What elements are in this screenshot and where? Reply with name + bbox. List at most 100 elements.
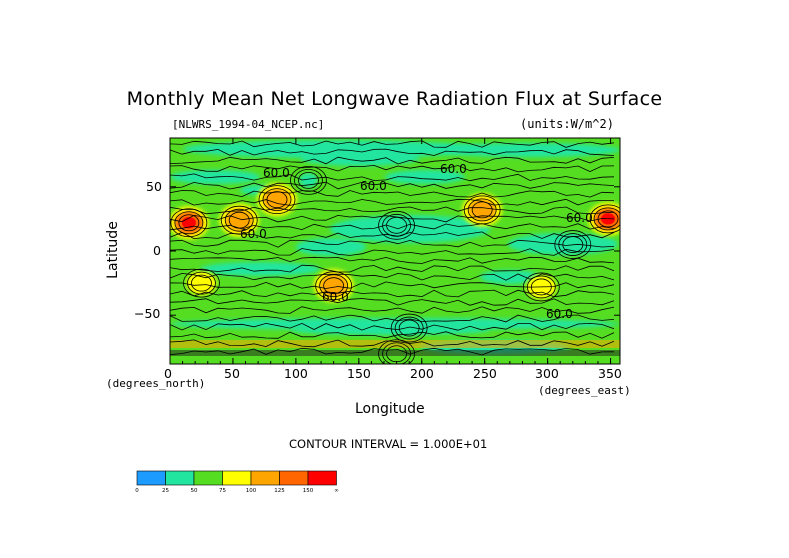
contour-ring (390, 313, 428, 343)
colorbar-label: 100 (246, 488, 257, 494)
colorbar-swatch (279, 470, 309, 486)
contour-ring (323, 277, 345, 295)
dataset-label: [NLWRS_1994-04_NCEP.nc] (172, 118, 325, 131)
contour-labels: 60.0 60.0 60.0 60.0 60.0 60.0 60.0 (240, 162, 593, 321)
contour-ring (258, 185, 296, 215)
contour-ring (467, 198, 497, 222)
axis-ticks (169, 138, 620, 364)
x-tick-label: 0 (164, 366, 172, 381)
contour-line (170, 264, 615, 273)
contour-line (170, 298, 615, 306)
contour-line (170, 272, 615, 281)
contour-ring (558, 233, 588, 256)
contour-label: 60.0 (360, 179, 387, 193)
contour-line (170, 248, 615, 256)
x-units-label: (degrees_east) (538, 384, 631, 397)
colorbar-label: 125 (274, 488, 285, 494)
contour-ring (290, 165, 327, 195)
low-flux-band (200, 262, 320, 276)
x-tick-label: 100 (284, 366, 308, 381)
colorbar-swatch (222, 470, 252, 486)
x-tick-label: 150 (347, 366, 371, 381)
polar-contours (170, 350, 620, 356)
contour-ring (262, 188, 292, 212)
contour-ring (266, 191, 288, 209)
contour-line (170, 223, 615, 231)
colorbar-label: 50 (191, 488, 198, 494)
units-label: (units:W/m^2) (520, 117, 614, 131)
x-tick-label: 50 (224, 366, 240, 381)
contour-ring (378, 210, 415, 240)
colorbar-swatch (250, 470, 280, 486)
colorbar-label: 0 (135, 488, 139, 494)
colorbar-swatch (193, 470, 223, 486)
contour-label: 60.0 (240, 227, 267, 241)
y-units-label: (degrees_north) (106, 377, 206, 390)
feature-core (387, 218, 406, 233)
contour-ring (191, 274, 212, 292)
contour-ring (294, 168, 323, 192)
contour-ring (526, 275, 556, 299)
contour-line (170, 281, 615, 289)
contour-ring (298, 171, 319, 189)
contour-line (170, 331, 615, 339)
contour-ring (224, 208, 254, 232)
contour-line (170, 156, 615, 165)
contour-ring (228, 211, 250, 229)
contour-ring (170, 208, 208, 238)
x-axis-label: Longitude (355, 401, 425, 417)
contour-ring (178, 214, 200, 232)
chart-title: Monthly Mean Net Longwave Radiation Flux… (126, 88, 663, 110)
contour-ring (394, 316, 424, 340)
contour-line (170, 190, 615, 198)
polar-band (170, 340, 620, 348)
contour-label: 60.0 (566, 211, 593, 225)
feature-core (192, 275, 211, 291)
contour-line (170, 173, 615, 182)
low-flux-band (296, 238, 366, 256)
contour-ring (382, 213, 411, 237)
low-flux-band (440, 143, 620, 157)
contour-ring (187, 271, 216, 295)
contour-label: 60.0 (440, 162, 467, 176)
colorbar: 0 25 50 75 100 125 150 ∞ (135, 470, 339, 494)
contour-ring (593, 207, 620, 231)
contour-line (170, 322, 615, 331)
contour-line (170, 256, 615, 264)
contour-line (170, 140, 615, 148)
contour-ring (589, 204, 620, 234)
contour-ring (463, 195, 501, 225)
contour-label: 60.0 (322, 290, 349, 304)
contour-line (170, 289, 615, 298)
contour-line (170, 239, 615, 248)
y-axis-label: Latitude (104, 221, 121, 279)
contour-lines (170, 140, 620, 364)
contour-ring (398, 319, 420, 337)
y-tick-label: 0 (153, 243, 161, 258)
contour-line (170, 306, 615, 314)
colorbar-label: ∞ (334, 488, 339, 494)
y-tick-label: 50 (146, 179, 162, 194)
contour-ring (562, 236, 584, 253)
low-flux-band (385, 170, 465, 184)
contour-ring (597, 210, 619, 228)
colorbar-swatch (307, 470, 337, 486)
y-tick-label: −50 (134, 306, 161, 321)
contour-line (170, 339, 615, 348)
contour-ring (554, 230, 592, 259)
colorbar-label: 25 (162, 488, 169, 494)
contour-ring (382, 342, 411, 364)
x-tick-label: 250 (473, 366, 497, 381)
contour-ring (183, 268, 220, 298)
contour-line (170, 148, 615, 156)
contour-line (170, 347, 615, 356)
contour-ring (522, 272, 560, 302)
colorbar-label: 75 (219, 488, 226, 494)
contour-ring (220, 205, 258, 235)
contour-ring (315, 271, 353, 301)
contour-line (170, 314, 615, 323)
contour-label: 60.0 (263, 166, 290, 180)
contour-ring (530, 278, 552, 296)
contour-ring (319, 274, 349, 298)
x-tick-label: 300 (535, 366, 559, 381)
